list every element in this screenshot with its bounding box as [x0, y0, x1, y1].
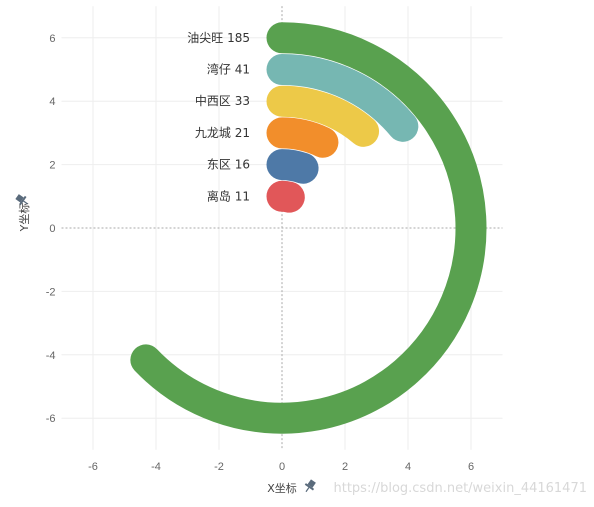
bar-arc — [266, 54, 419, 142]
bar-label: 九龙城 21 — [195, 126, 250, 140]
y-tick-label: -2 — [46, 286, 56, 298]
x-tick-label: -2 — [214, 461, 224, 473]
bars — [130, 22, 487, 434]
x-tick-label: 0 — [279, 461, 285, 473]
x-tick-label: -4 — [151, 461, 161, 473]
y-tick-label: -6 — [46, 413, 56, 425]
x-tick-label: 4 — [405, 461, 411, 473]
bar-label: 离岛 11 — [207, 188, 250, 203]
bar-labels: 油尖旺 185 湾仔 41 中西区 33 九龙城 21 东区 16 离岛 11 — [187, 31, 250, 204]
y-axis-title: Y坐标 — [17, 203, 31, 233]
bar-label: 中西区 33 — [195, 93, 250, 108]
watermark: https://blog.csdn.net/weixin_44161471 — [333, 481, 587, 496]
y-tick-label: -4 — [46, 350, 56, 362]
bar-label: 油尖旺 185 — [187, 31, 250, 45]
bar-label: 湾仔 41 — [207, 62, 250, 77]
y-tick-label: 6 — [49, 33, 55, 45]
bar-arc — [266, 85, 380, 147]
bar-arc — [130, 22, 487, 434]
y-axis-pin-icon[interactable] — [14, 192, 30, 208]
x-tick-label: 6 — [468, 461, 474, 473]
x-axis-title: X坐标 — [267, 481, 297, 495]
bar-arc — [266, 117, 339, 158]
x-tick-label: -6 — [88, 461, 98, 473]
y-tick-label: 0 — [49, 223, 55, 235]
x-tick-label: 2 — [342, 461, 348, 473]
x-tick-labels: -6 -4 -2 0 2 4 6 — [88, 461, 474, 473]
bar-label: 东区 16 — [207, 158, 250, 172]
x-axis-pin-icon[interactable] — [302, 478, 318, 494]
y-tick-label: 4 — [49, 96, 55, 108]
y-tick-label: 2 — [49, 160, 55, 172]
y-tick-labels: -6 -4 -2 0 2 4 6 — [46, 33, 56, 425]
bar-arc — [266, 180, 305, 213]
bar-arc — [266, 149, 319, 184]
